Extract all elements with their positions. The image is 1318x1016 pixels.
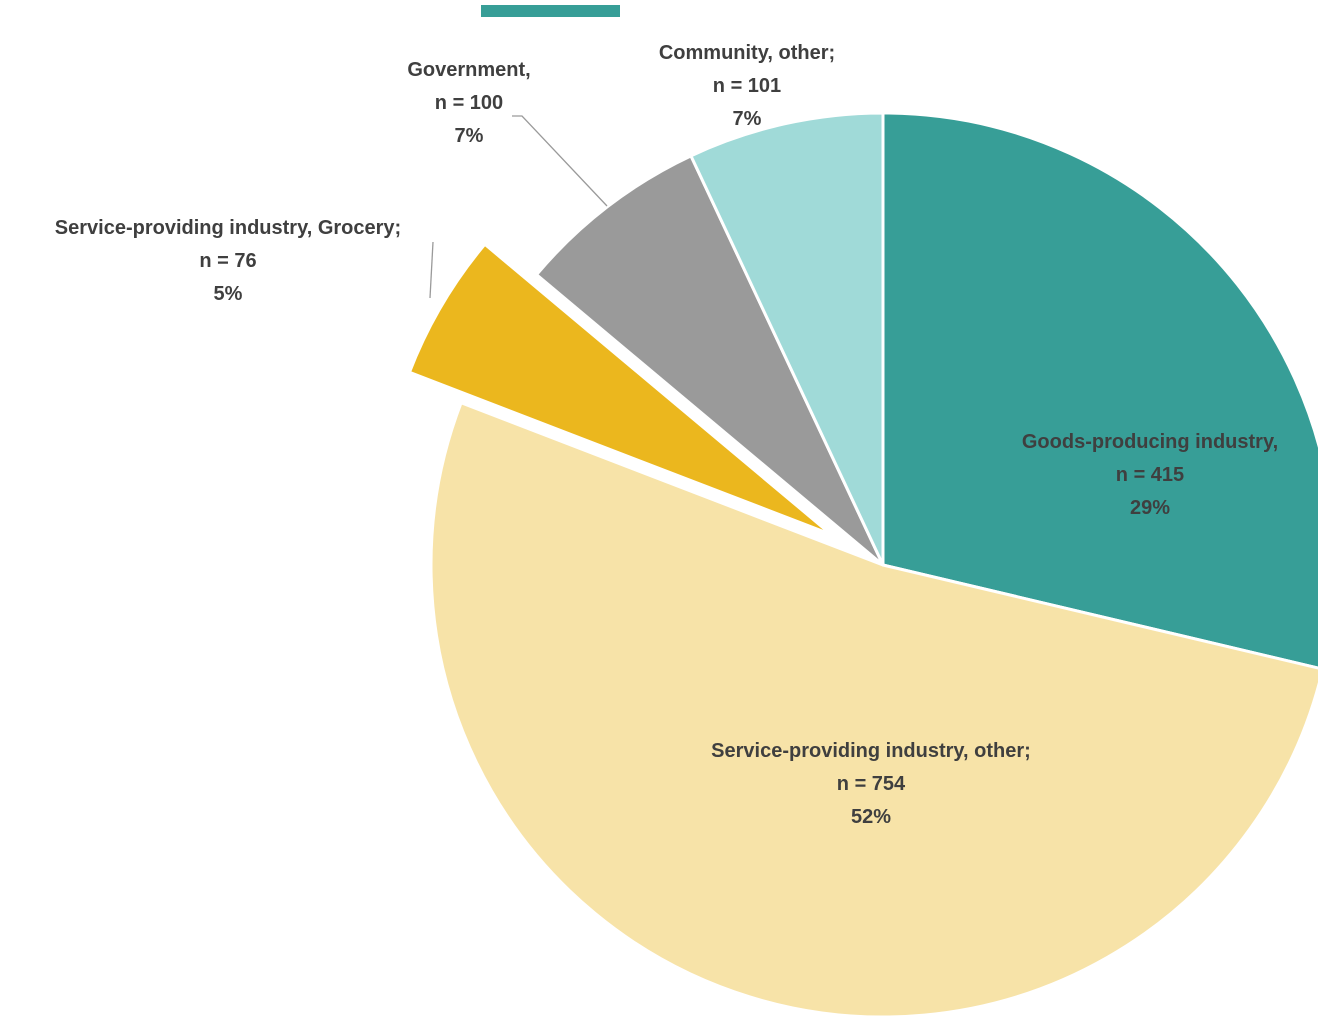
legend-swatch (481, 5, 620, 17)
slice-label-goods-producing-industry: Goods-producing industry, n = 415 29% (1022, 431, 1278, 519)
leader-line-service-providing-industry-grocery (429, 241, 434, 299)
leader-lines (429, 115, 608, 299)
slice-label-line: 52% (851, 806, 891, 828)
slice-label-line: n = 101 (713, 75, 781, 97)
pie-slice-community-other (689, 111, 885, 567)
slice-label-line: n = 100 (435, 92, 503, 114)
leader-line-government (512, 115, 608, 207)
slice-label-service-providing-industry-other: Service-providing industry, other; n = 75… (711, 740, 1031, 828)
slice-label-line: 29% (1130, 497, 1170, 519)
slice-label-line: Goods-producing industry, (1022, 431, 1278, 453)
slice-label-line: 7% (455, 125, 484, 147)
pie-slice-government (535, 154, 885, 567)
slice-label-line: Service-providing industry, other; (711, 740, 1031, 762)
slice-label-line: n = 76 (199, 250, 256, 272)
pie-slice-service-providing-industry-grocery (407, 242, 833, 537)
slice-label-line: n = 754 (837, 773, 906, 795)
slice-label-line: Community, other; (659, 42, 835, 64)
slice-label-line: 7% (733, 108, 762, 130)
pie-slice-goods-producing-industry (881, 111, 1318, 670)
pie-slices (407, 111, 1318, 1016)
slice-label-line: 5% (214, 283, 243, 305)
slice-label-government: Government, n = 100 7% (407, 59, 530, 147)
pie-slice-service-providing-industry-other (429, 401, 1318, 1016)
slice-labels: Goods-producing industry, n = 415 29% Servi… (55, 42, 1278, 828)
slice-label-line: n = 415 (1116, 464, 1184, 486)
slice-label-line: Government, (407, 59, 530, 81)
slice-label-community-other: Community, other; n = 101 7% (659, 42, 835, 130)
slice-label-line: Service-providing industry, Grocery; (55, 217, 401, 239)
slice-label-service-providing-industry-grocery: Service-providing industry, Grocery; n = … (55, 217, 401, 305)
